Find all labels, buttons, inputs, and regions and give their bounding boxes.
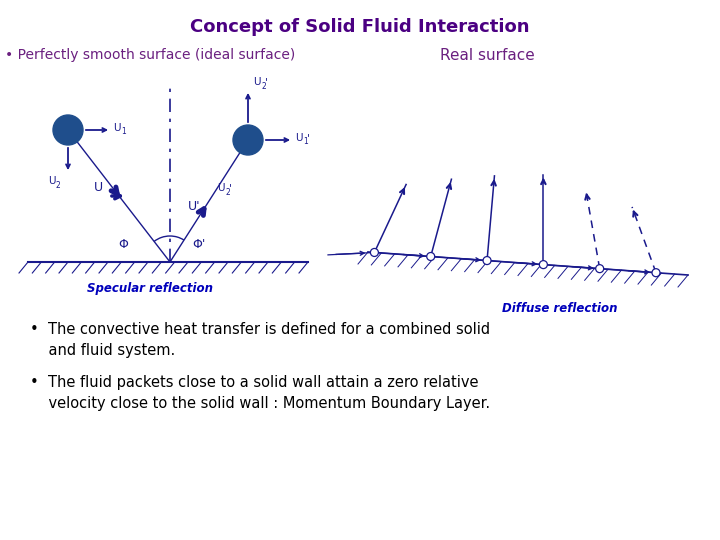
Text: U: U <box>94 181 103 194</box>
Text: Φ': Φ' <box>192 238 205 251</box>
Circle shape <box>233 125 263 155</box>
Circle shape <box>53 115 83 145</box>
Text: •  The convective heat transfer is defined for a combined solid
    and fluid sy: • The convective heat transfer is define… <box>30 322 490 358</box>
Text: 1: 1 <box>303 138 307 146</box>
Circle shape <box>595 265 603 273</box>
Text: U: U <box>217 183 225 193</box>
Text: U: U <box>48 176 55 186</box>
Text: Concept of Solid Fluid Interaction: Concept of Solid Fluid Interaction <box>190 18 530 36</box>
Text: Φ: Φ <box>118 238 128 251</box>
Text: Diffuse reflection: Diffuse reflection <box>503 302 618 315</box>
Text: 2: 2 <box>56 180 60 190</box>
Text: ': ' <box>265 77 268 87</box>
Text: Real surface: Real surface <box>440 48 535 63</box>
Text: •  The fluid packets close to a solid wall attain a zero relative
    velocity c: • The fluid packets close to a solid wal… <box>30 375 490 411</box>
Text: Specular reflection: Specular reflection <box>87 282 213 295</box>
Circle shape <box>427 253 435 260</box>
Text: U: U <box>113 123 120 133</box>
Circle shape <box>483 256 491 265</box>
Text: U: U <box>295 133 302 143</box>
Text: 2: 2 <box>225 188 230 197</box>
Text: 2: 2 <box>261 82 266 91</box>
Circle shape <box>539 261 547 268</box>
Text: 1: 1 <box>121 127 126 137</box>
Text: • Perfectly smooth surface (ideal surface): • Perfectly smooth surface (ideal surfac… <box>5 48 295 62</box>
Text: U: U <box>253 77 261 87</box>
Text: ': ' <box>307 133 310 143</box>
Text: U': U' <box>188 200 201 213</box>
Circle shape <box>370 248 379 256</box>
Text: ': ' <box>229 183 232 193</box>
Circle shape <box>652 269 660 276</box>
